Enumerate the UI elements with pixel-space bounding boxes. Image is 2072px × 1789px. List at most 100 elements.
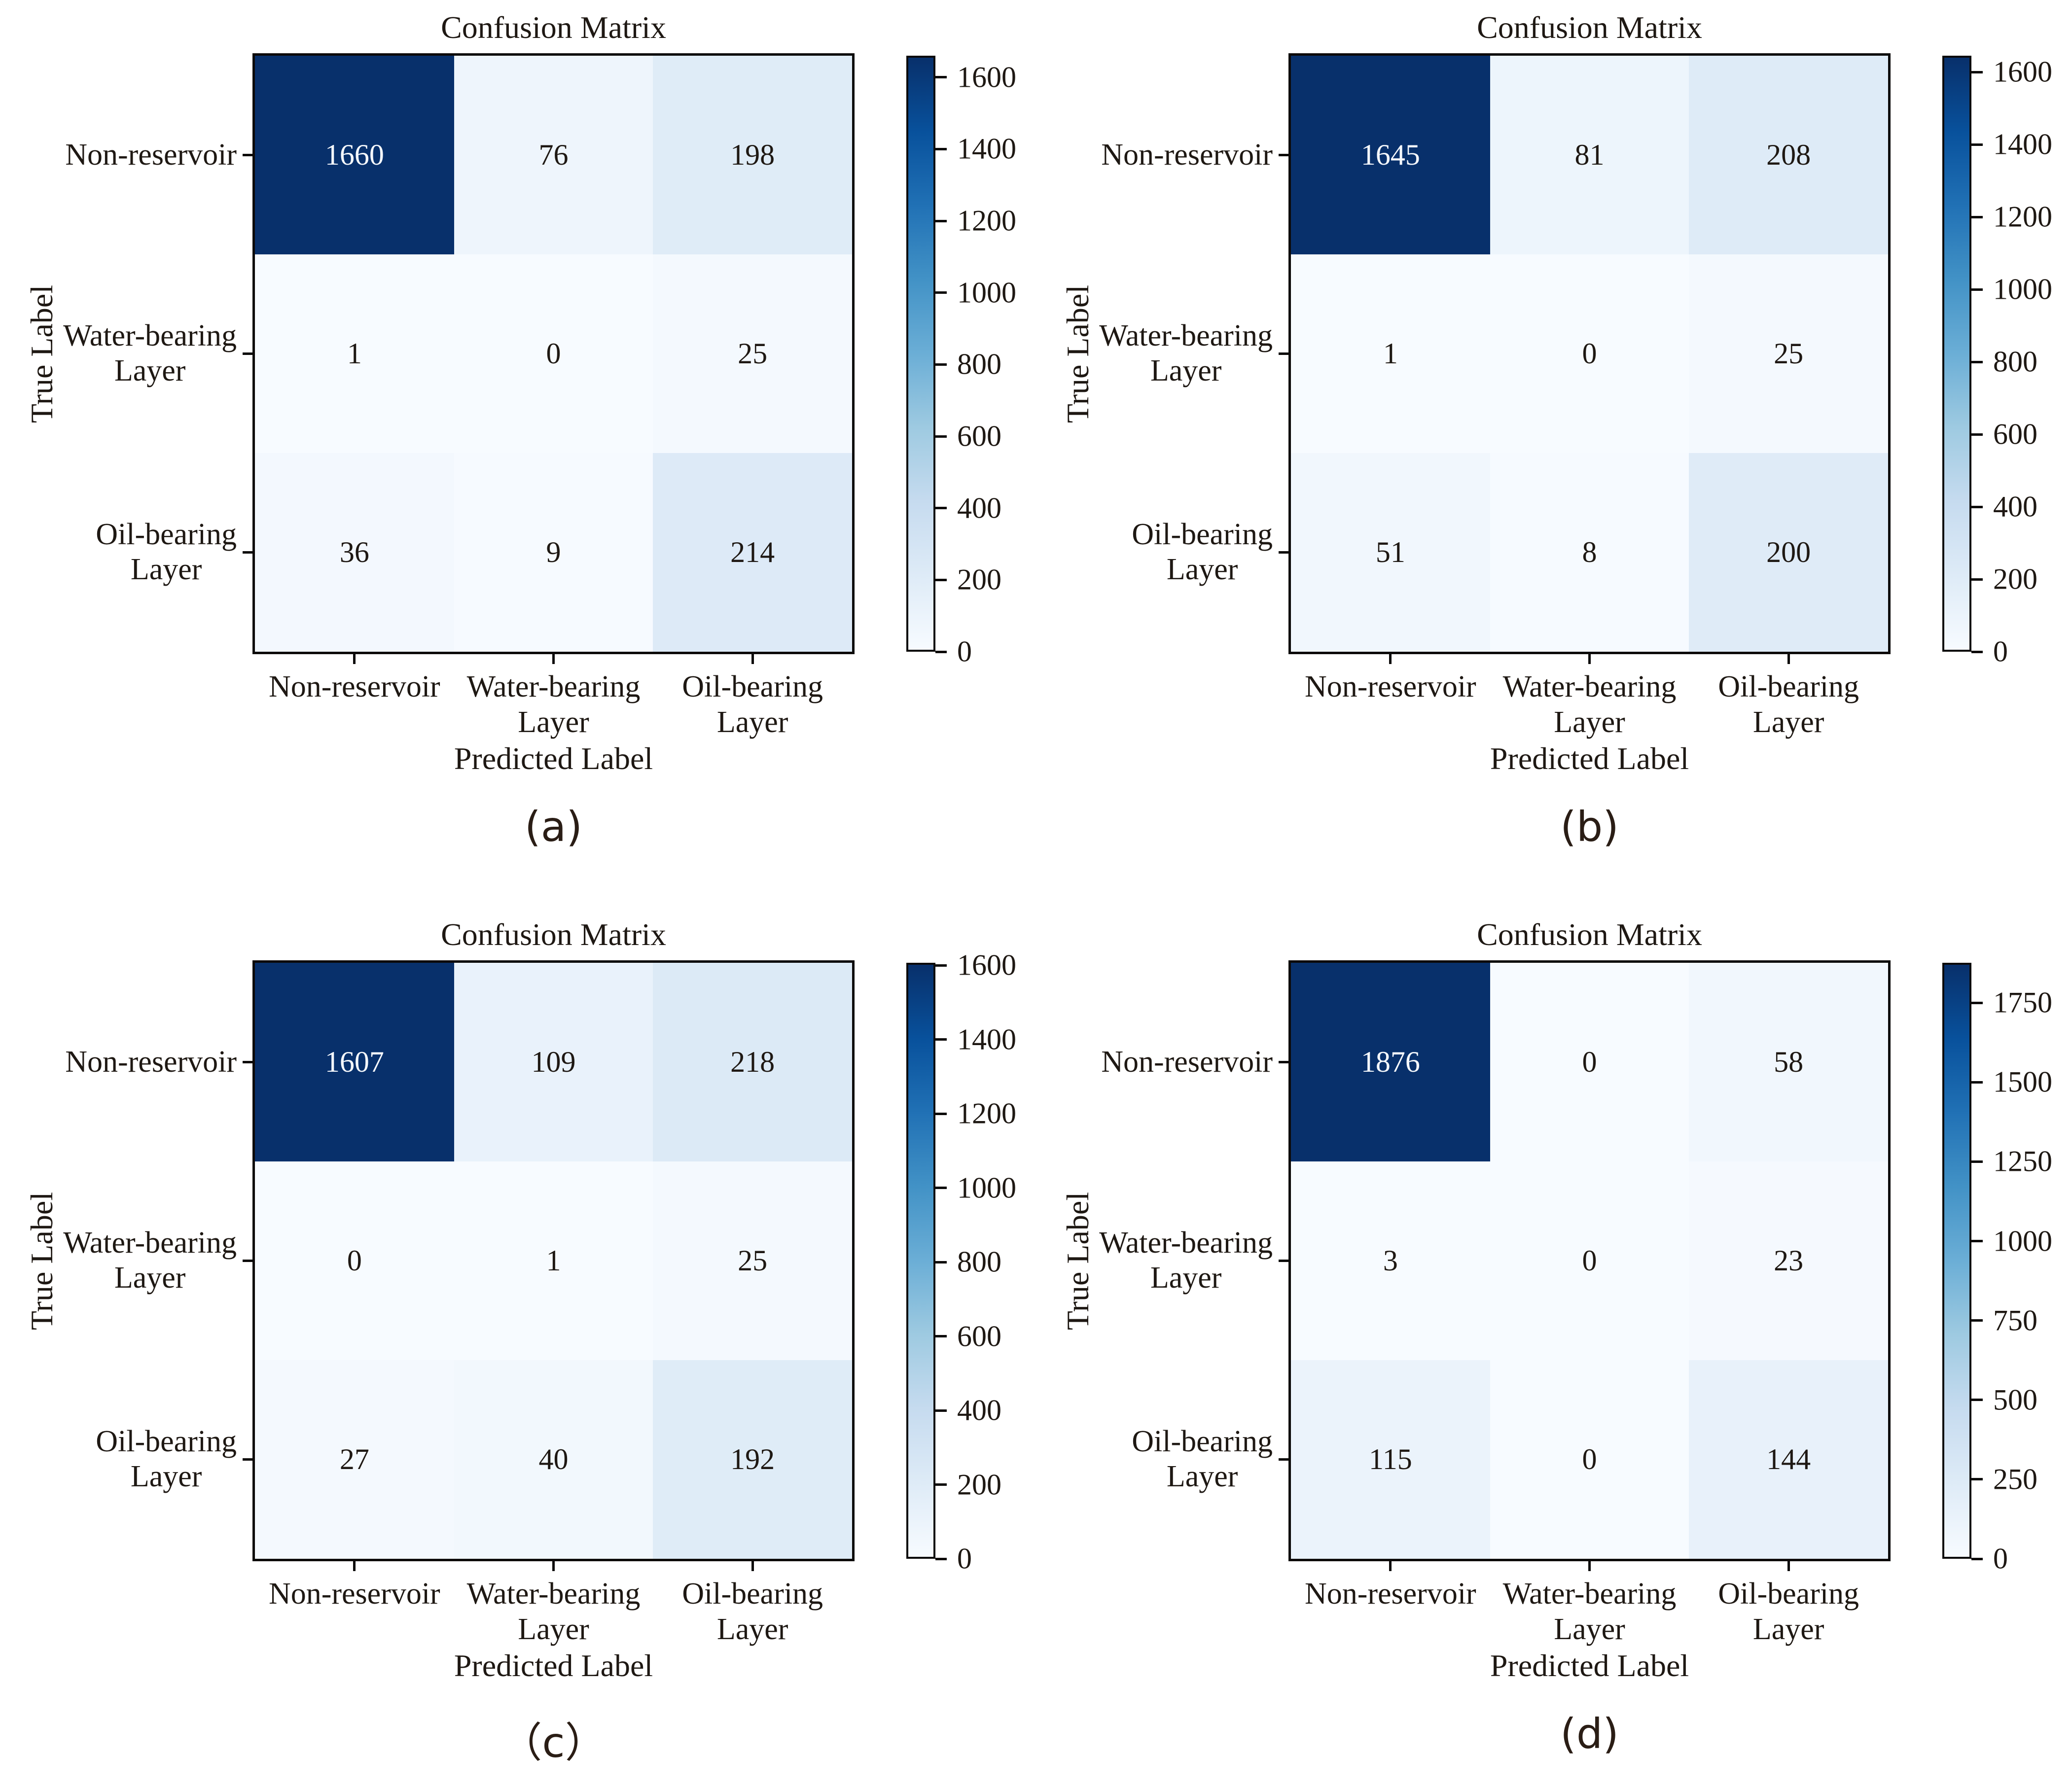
- colorbar-tick-mark: [1971, 1399, 1983, 1402]
- colorbar-tick-label: 800: [957, 348, 1001, 381]
- x-tick-mark: [1389, 654, 1392, 664]
- matrix-cell: 9: [454, 453, 653, 652]
- confusion-matrix-panel-c: Confusion Matrix 1607 109 218 0 1 25 27 40 192 Non…: [0, 907, 1036, 1789]
- y-tick-label-line: Oil-bearing: [96, 1424, 237, 1458]
- cell-value: 51: [1375, 536, 1405, 568]
- cell-value: 76: [538, 139, 569, 171]
- colorbar-tick-label: 1000: [1993, 273, 2052, 306]
- cell-value: 0: [1582, 1443, 1597, 1475]
- y-tick-mark: [1279, 1260, 1288, 1262]
- matrix-cell: 208: [1689, 56, 1888, 254]
- y-tick-label: Non-reservoir: [1101, 138, 1273, 173]
- y-tick-mark: [1279, 551, 1288, 554]
- colorbar-tick-mark: [935, 650, 947, 653]
- heatmap-grid: 1660 76 198 1 0 25 36 9 214: [252, 53, 855, 654]
- y-tick-label: Non-reservoir: [65, 138, 237, 173]
- x-tick-label: Oil-bearing Layer: [682, 669, 823, 740]
- cell-value: 40: [538, 1443, 569, 1475]
- matrix-cell: 198: [653, 56, 852, 254]
- x-tick-label: Water-bearing Layer: [1503, 669, 1677, 740]
- y-tick-label-line: Water-bearing: [1099, 1226, 1273, 1260]
- y-axis-label: True Label: [1060, 284, 1095, 423]
- cell-value: 0: [347, 1244, 362, 1277]
- confusion-matrix-panel-a: Confusion Matrix 1660 76 198 1 0 25 36 9 214 Non-r…: [0, 0, 1036, 882]
- x-tick-mark: [552, 1561, 555, 1571]
- x-tick-label: Oil-bearing Layer: [682, 1577, 823, 1648]
- colorbar-tick-label: 400: [1993, 490, 2037, 523]
- x-tick-label-line: Non-reservoir: [268, 1577, 440, 1611]
- matrix-cell: 214: [653, 453, 852, 652]
- colorbar-tick-mark: [935, 219, 947, 222]
- colorbar-tick-mark: [935, 291, 947, 294]
- cell-value: 0: [1582, 1244, 1597, 1277]
- colorbar-tick-label: 1600: [957, 948, 1016, 982]
- x-tick-mark: [353, 654, 356, 664]
- heatmap-grid: 1645 81 208 1 0 25 51 8 200: [1288, 53, 1891, 654]
- x-tick-mark: [1588, 1561, 1591, 1571]
- x-tick-label: Water-bearing Layer: [467, 669, 641, 740]
- cell-value: 208: [1766, 139, 1811, 171]
- chart-title: Confusion Matrix: [1477, 917, 1702, 952]
- matrix-cell: 1876: [1291, 963, 1490, 1161]
- y-tick-mark: [243, 551, 252, 554]
- cell-value: 8: [1582, 536, 1597, 568]
- colorbar-tick-label: 1600: [957, 61, 1016, 94]
- colorbar-tick-label: 1400: [1993, 128, 2052, 161]
- cell-value: 1645: [1360, 139, 1420, 171]
- y-tick-label-line: Water-bearing: [63, 318, 237, 352]
- chart-title: Confusion Matrix: [441, 917, 666, 952]
- y-tick-label-line: Layer: [1150, 354, 1222, 388]
- x-tick-label-line: Layer: [1752, 1612, 1824, 1646]
- colorbar-tick-mark: [1971, 1557, 1983, 1560]
- cell-value: 144: [1766, 1443, 1811, 1475]
- matrix-cell: 25: [653, 254, 852, 453]
- colorbar-tick-label: 0: [957, 635, 972, 668]
- matrix-cell: 218: [653, 963, 852, 1161]
- x-tick-label-line: Non-reservoir: [1304, 670, 1476, 703]
- matrix-cell: 1645: [1291, 56, 1490, 254]
- colorbar-tick-label: 1200: [957, 1097, 1016, 1130]
- colorbar-gradient: [1944, 58, 1969, 650]
- matrix-cell: 58: [1689, 963, 1888, 1161]
- colorbar-tick-label: 600: [957, 1320, 1001, 1353]
- colorbar-tick-label: 1400: [957, 132, 1016, 165]
- x-tick-label-line: Water-bearing: [1502, 670, 1677, 703]
- y-tick-mark: [243, 1260, 252, 1262]
- y-tick-label-line: Layer: [1166, 1460, 1238, 1494]
- confusion-matrix-panel-b: Confusion Matrix 1645 81 208 1 0 25 51 8 200 Non-r…: [1036, 0, 2072, 882]
- matrix-cell: 76: [454, 56, 653, 254]
- x-tick-label-line: Oil-bearing: [1718, 670, 1859, 703]
- y-tick-label: Oil-bearing Layer: [1132, 1424, 1273, 1495]
- colorbar-tick-label: 800: [957, 1245, 1001, 1278]
- x-tick-label-line: Water-bearing: [466, 1577, 641, 1611]
- x-tick-label-line: Layer: [716, 705, 788, 739]
- x-tick-label: Non-reservoir: [1305, 1577, 1476, 1612]
- panel-letter-label: (a): [524, 803, 583, 851]
- colorbar-tick-label: 800: [1993, 345, 2037, 378]
- matrix-cell: 192: [653, 1360, 852, 1559]
- heatmap-grid: 1876 0 58 3 0 23 115 0 144: [1288, 960, 1891, 1561]
- colorbar-tick-label: 600: [957, 420, 1001, 453]
- colorbar-tick-mark: [935, 1483, 947, 1486]
- x-tick-label-line: Water-bearing: [1502, 1577, 1677, 1611]
- colorbar-tick-mark: [935, 578, 947, 581]
- cell-value: 25: [738, 337, 768, 370]
- x-tick-label: Non-reservoir: [269, 669, 440, 705]
- matrix-cell: 0: [255, 1161, 454, 1360]
- x-tick-label-line: Non-reservoir: [1304, 1577, 1476, 1611]
- y-tick-mark: [1279, 154, 1288, 156]
- y-tick-label: Oil-bearing Layer: [96, 1424, 237, 1495]
- colorbar-tick-mark: [935, 363, 947, 366]
- x-tick-mark: [1787, 654, 1790, 664]
- matrix-cell: 3: [1291, 1161, 1490, 1360]
- y-tick-label: Non-reservoir: [1101, 1045, 1273, 1080]
- x-tick-mark: [751, 654, 754, 664]
- colorbar-tick-label: 0: [957, 1542, 972, 1575]
- x-tick-label-line: Layer: [1752, 705, 1824, 739]
- y-axis-label: True Label: [24, 1192, 59, 1330]
- y-tick-label-line: Non-reservoir: [65, 1045, 237, 1079]
- x-tick-mark: [1389, 1561, 1392, 1571]
- colorbar-tick-mark: [935, 76, 947, 79]
- y-tick-label: Water-bearing Layer: [1099, 318, 1273, 389]
